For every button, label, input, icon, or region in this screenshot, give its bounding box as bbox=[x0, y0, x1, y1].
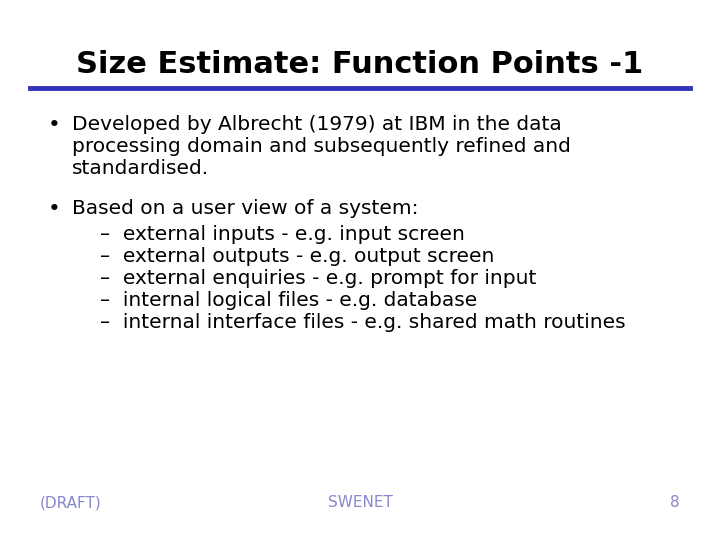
Text: (DRAFT): (DRAFT) bbox=[40, 495, 102, 510]
Text: SWENET: SWENET bbox=[328, 495, 392, 510]
Text: –  internal interface files - e.g. shared math routines: – internal interface files - e.g. shared… bbox=[100, 313, 626, 332]
Text: Based on a user view of a system:: Based on a user view of a system: bbox=[72, 199, 418, 218]
Text: •: • bbox=[48, 199, 60, 219]
Text: 8: 8 bbox=[670, 495, 680, 510]
Text: –  external outputs - e.g. output screen: – external outputs - e.g. output screen bbox=[100, 247, 495, 266]
Text: Size Estimate: Function Points -1: Size Estimate: Function Points -1 bbox=[76, 50, 644, 79]
Text: Developed by Albrecht (1979) at IBM in the data: Developed by Albrecht (1979) at IBM in t… bbox=[72, 115, 562, 134]
Text: –  external inputs - e.g. input screen: – external inputs - e.g. input screen bbox=[100, 225, 465, 244]
Text: processing domain and subsequently refined and: processing domain and subsequently refin… bbox=[72, 137, 571, 156]
Text: –  internal logical files - e.g. database: – internal logical files - e.g. database bbox=[100, 291, 477, 310]
Text: standardised.: standardised. bbox=[72, 159, 209, 178]
Text: –  external enquiries - e.g. prompt for input: – external enquiries - e.g. prompt for i… bbox=[100, 269, 536, 288]
Text: •: • bbox=[48, 115, 60, 135]
